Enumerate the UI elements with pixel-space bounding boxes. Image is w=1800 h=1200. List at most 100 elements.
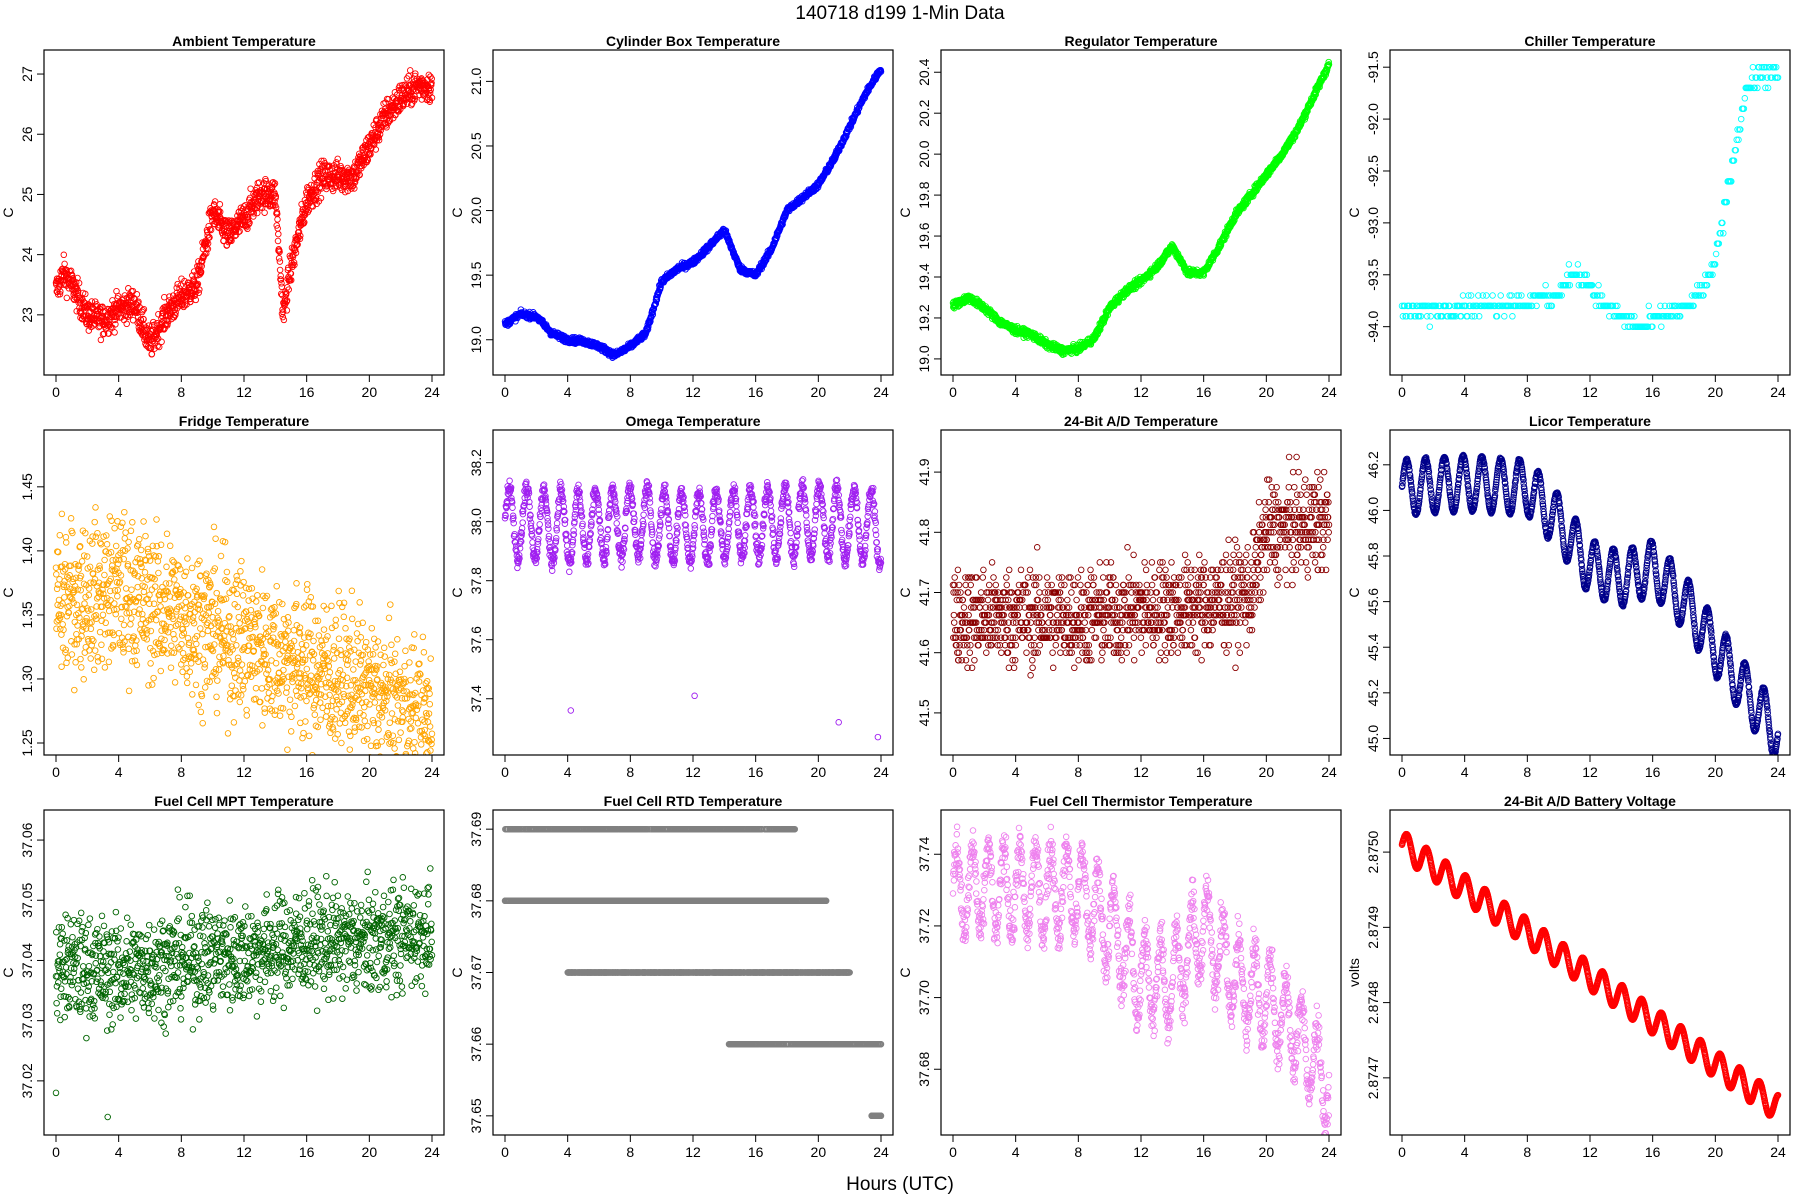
data-point: [179, 299, 187, 307]
data-point: [1231, 216, 1238, 224]
data-point: [1506, 292, 1513, 299]
data-point: [838, 142, 845, 150]
data-point: [1762, 84, 1769, 92]
data-point: [1735, 136, 1742, 144]
data-point: [375, 136, 383, 144]
data-point: [279, 308, 287, 316]
data-point: [1296, 122, 1304, 129]
data-point: [1759, 74, 1766, 81]
data-point: [1543, 292, 1550, 299]
data-point: [271, 180, 279, 187]
data-point: [287, 276, 295, 284]
data-point: [1758, 63, 1766, 71]
data-point: [96, 562, 103, 570]
data-point: [1741, 95, 1749, 102]
data-point: [87, 606, 95, 613]
data-point: [1645, 302, 1653, 310]
data-point: [114, 586, 122, 594]
data-point: [1574, 261, 1582, 268]
data-point: [91, 647, 99, 654]
data-point: [70, 599, 77, 607]
data-point: [207, 226, 215, 234]
data-point: [1733, 136, 1740, 144]
data-point: [1717, 230, 1724, 237]
x-tick-label: 12: [1133, 384, 1149, 400]
data-point: [55, 596, 63, 604]
x-tick-label: 4: [115, 384, 123, 400]
data-point: [111, 524, 118, 532]
data-point: [1658, 323, 1665, 330]
data-point: [69, 529, 76, 537]
data-point: [103, 541, 111, 548]
data-point: [58, 663, 65, 670]
data-point: [158, 338, 165, 346]
data-point: [276, 248, 283, 256]
data-point: [1312, 91, 1320, 98]
data-point: [1701, 281, 1708, 289]
data-point: [108, 645, 115, 652]
y-axis-label: C: [0, 207, 16, 217]
chart-title: Cylinder Box Temperature: [606, 33, 780, 49]
data-point: [100, 581, 108, 588]
data-point: [112, 321, 119, 328]
data-point: [195, 258, 202, 265]
data-point: [216, 201, 224, 208]
data-points: [1398, 63, 1782, 330]
data-point: [86, 647, 93, 654]
data-point: [85, 638, 92, 645]
data-point: [268, 179, 276, 187]
data-point: [1489, 292, 1496, 299]
data-point: [1458, 302, 1466, 310]
data-point: [218, 215, 225, 223]
data-point: [53, 571, 60, 578]
data-point: [77, 572, 85, 580]
data-point: [81, 618, 89, 625]
data-point: [211, 198, 219, 205]
figure-title: 140718 d199 1-Min Data: [795, 3, 1005, 24]
data-point: [239, 221, 247, 229]
data-point: [1475, 292, 1482, 299]
data-point: [104, 629, 112, 636]
data-point: [316, 184, 324, 191]
data-point: [285, 286, 292, 293]
data-point: [1459, 292, 1467, 299]
data-point: [1708, 261, 1715, 268]
plot-frame: [492, 49, 894, 376]
data-point: [109, 643, 117, 650]
x-tick-label: 0: [52, 384, 60, 400]
data-point: [303, 199, 310, 206]
x-tick-label: 8: [177, 384, 185, 400]
data-point: [98, 641, 105, 649]
data-point: [227, 234, 235, 241]
data-point: [428, 75, 435, 82]
data-point: [1631, 313, 1638, 320]
data-point: [62, 539, 70, 546]
data-point: [56, 290, 64, 298]
data-point: [652, 300, 660, 307]
data-point: [80, 312, 87, 319]
data-point: [406, 67, 414, 74]
data-point: [1214, 249, 1221, 256]
data-point: [1732, 146, 1740, 154]
data-point: [85, 607, 92, 614]
data-point: [72, 659, 79, 666]
data-point: [1512, 302, 1520, 310]
data-point: [294, 241, 301, 248]
data-point: [1475, 313, 1483, 320]
data-point: [201, 251, 209, 258]
data-point: [84, 302, 91, 309]
data-point: [196, 286, 203, 293]
data-point: [270, 181, 278, 188]
data-point: [1628, 313, 1635, 320]
data-point: [101, 556, 108, 564]
data-point: [1712, 250, 1720, 258]
data-point: [71, 686, 78, 694]
data-point: [1676, 313, 1684, 320]
data-point: [75, 610, 82, 617]
data-point: [77, 655, 84, 663]
data-point: [228, 237, 235, 245]
data-point: [1501, 313, 1508, 320]
data-point: [108, 566, 116, 573]
data-point: [1657, 302, 1664, 310]
data-point: [1660, 313, 1668, 320]
